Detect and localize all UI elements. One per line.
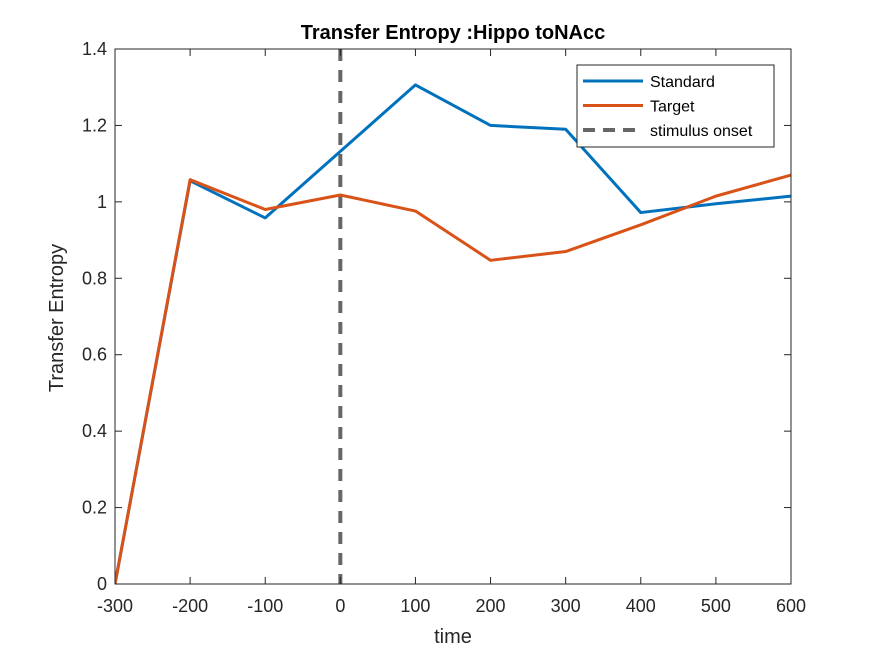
legend: Standard Target stimulus onset: [576, 64, 775, 148]
y-tick-label: 1.4: [82, 39, 107, 59]
y-tick-label: 0.6: [82, 345, 107, 365]
x-tick-label: -100: [247, 596, 283, 616]
x-tick-label: 500: [701, 596, 731, 616]
x-tick-label: 0: [335, 596, 345, 616]
x-ticks: -300 -200 -100 0 100 200 300 400 500 600: [97, 49, 806, 616]
x-tick-label: -200: [172, 596, 208, 616]
y-axis-label: Transfer Entropy: [46, 244, 68, 392]
y-tick-label: 0: [97, 574, 107, 594]
x-tick-label: 200: [476, 596, 506, 616]
series-line-standard: [115, 83, 791, 584]
legend-label: Target: [650, 99, 695, 116]
series-line-target: [115, 173, 791, 584]
series-layer: [115, 83, 791, 584]
axes-box: [114, 48, 792, 585]
axes-layer: [114, 48, 792, 585]
x-tick-label: 600: [776, 596, 806, 616]
x-tick-label: 400: [626, 596, 656, 616]
y-tick-label: 0.2: [82, 498, 107, 518]
x-axis-label: time: [434, 626, 472, 648]
x-tick-label: 300: [551, 596, 581, 616]
legend-label: Standard: [650, 74, 715, 91]
y-tick-label: 1.2: [82, 115, 107, 135]
y-tick-label: 0.8: [82, 268, 107, 288]
y-tick-label: 0.4: [82, 421, 107, 441]
x-tick-label: -300: [97, 596, 133, 616]
y-tick-label: 1: [97, 192, 107, 212]
y-ticks: 0 0.2 0.4 0.6 0.8 1 1.2 1.4: [82, 39, 791, 594]
chart-title: Transfer Entropy :Hippo toNAcc: [301, 22, 605, 44]
legend-label: stimulus onset: [650, 123, 753, 140]
x-tick-label: 100: [400, 596, 430, 616]
